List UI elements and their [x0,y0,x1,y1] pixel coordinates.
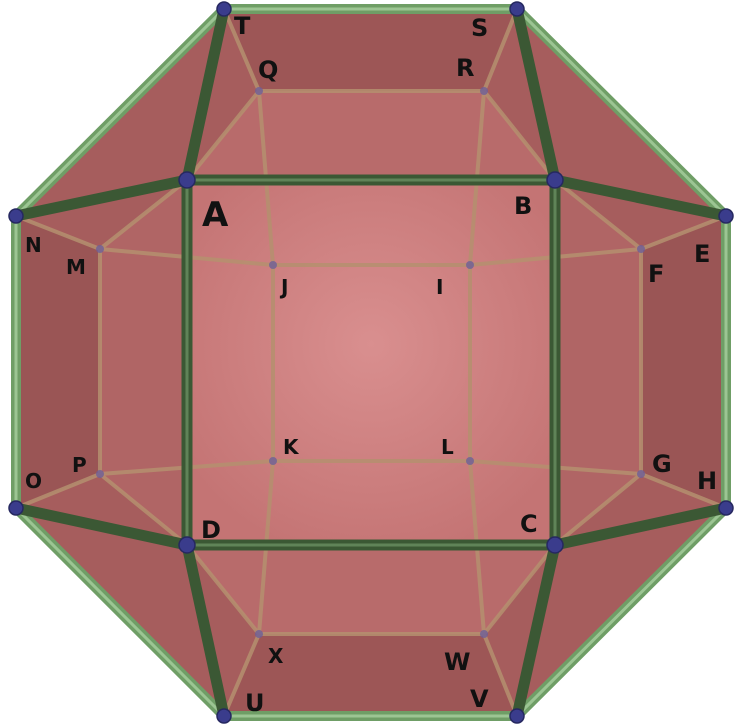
vertex-e [718,208,734,224]
label-h: H [697,467,717,495]
vertex-u [216,708,232,724]
vertex-a [178,171,196,189]
vertex-p [96,470,104,478]
vertex-h [718,500,734,516]
label-m: M [66,255,86,279]
vertex-q [255,87,263,95]
vertex-d [178,536,196,554]
label-k: K [283,435,300,459]
vertex-labels: A B C D E F G H I J K L M N O P Q R S T … [25,12,717,717]
vertex-j [269,261,277,269]
vertex-o [8,500,24,516]
right-inner-face [555,180,641,545]
label-w: W [444,648,470,676]
outline-edges-highlight [14,7,728,718]
vertex-t [216,1,232,17]
label-b: B [514,192,532,220]
left-outer-face [16,216,100,508]
right-outer-face [641,216,726,508]
back-square-face [187,180,555,545]
vertex-f [637,245,645,253]
label-c: C [520,510,538,538]
front-edges-highlight [185,178,557,547]
label-n: N [25,233,42,257]
label-r: R [456,54,474,82]
vertex-b [546,171,564,189]
label-o: O [25,469,42,493]
vertex-c [546,536,564,554]
vertex-k [269,457,277,465]
vertex-v [509,708,525,724]
label-s: S [471,14,488,42]
vertex-s [509,1,525,17]
vertex-w [480,630,488,638]
label-x: X [268,644,284,668]
left-inner-face [100,180,187,545]
label-j: J [279,275,288,299]
vertex-l [466,457,474,465]
vertex-x [255,630,263,638]
vertex-r [480,87,488,95]
label-e: E [694,240,710,268]
label-l: L [441,435,454,459]
label-v: V [470,685,489,713]
label-p: P [72,453,87,477]
label-f: F [648,260,664,288]
label-t: T [234,12,251,40]
bottom-inner-face [187,545,555,634]
label-i: I [436,275,443,299]
label-d: D [201,516,221,544]
bottom-outer-face [224,634,517,716]
top-outer-face [224,9,517,91]
back-vertices [96,87,645,638]
vertex-n [8,208,24,224]
back-edges [14,7,728,718]
label-g: G [652,450,672,478]
vertex-g [637,470,645,478]
vertex-m [96,245,104,253]
label-u: U [245,689,265,717]
top-inner-face [187,91,555,180]
vertex-i [466,261,474,269]
label-q: Q [258,56,278,84]
label-a: A [202,195,229,235]
front-vertices [8,1,734,724]
